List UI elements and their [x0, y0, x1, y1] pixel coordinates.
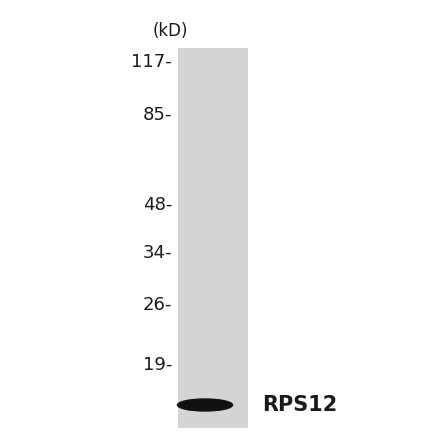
Text: 48-: 48-	[143, 196, 172, 214]
Bar	[178, 48, 248, 428]
Text: (kD): (kD)	[152, 22, 188, 40]
Ellipse shape	[177, 399, 232, 411]
Text: 19-: 19-	[143, 356, 172, 374]
Text: 85-: 85-	[143, 106, 172, 124]
Text: RPS12: RPS12	[262, 395, 337, 415]
Text: 26-: 26-	[143, 296, 172, 314]
Text: 117-: 117-	[131, 53, 172, 71]
Text: 34-: 34-	[143, 244, 172, 262]
